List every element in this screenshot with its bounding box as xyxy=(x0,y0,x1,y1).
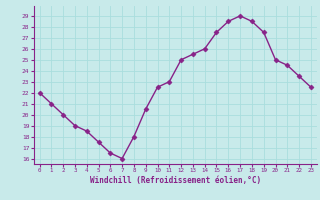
X-axis label: Windchill (Refroidissement éolien,°C): Windchill (Refroidissement éolien,°C) xyxy=(90,176,261,185)
